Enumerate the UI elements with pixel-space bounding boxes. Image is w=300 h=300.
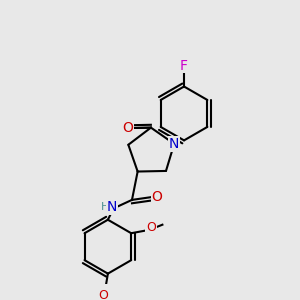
Text: H: H bbox=[101, 202, 109, 212]
Text: N: N bbox=[107, 200, 117, 214]
Text: N: N bbox=[169, 137, 179, 151]
Text: O: O bbox=[99, 289, 109, 300]
Text: O: O bbox=[122, 121, 133, 135]
Text: F: F bbox=[180, 59, 188, 73]
Text: O: O bbox=[146, 221, 156, 234]
Text: O: O bbox=[152, 190, 162, 204]
